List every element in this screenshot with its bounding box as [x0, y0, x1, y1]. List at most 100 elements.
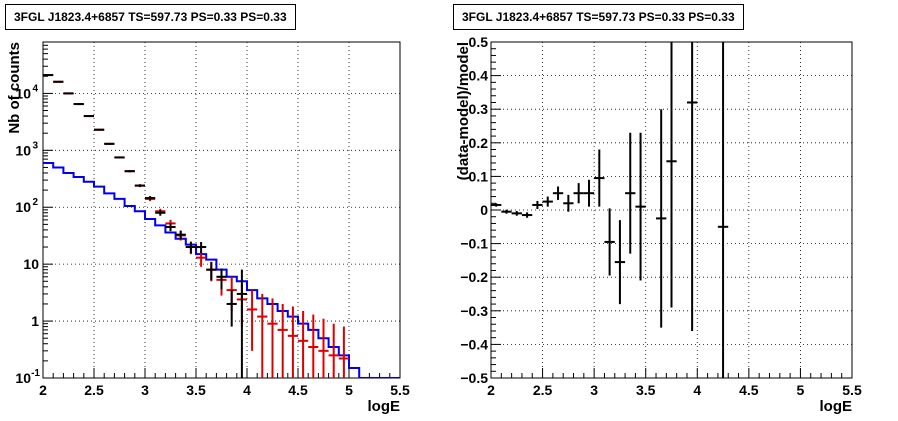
y-tick-label: −0.5	[460, 370, 488, 386]
model-point	[318, 318, 329, 378]
data-point	[83, 115, 94, 118]
data-point	[532, 200, 543, 209]
x-tick-label: 5	[797, 382, 805, 398]
data-point	[491, 203, 502, 207]
y-tick-label: 0.1	[469, 168, 489, 184]
data-point	[686, 42, 698, 331]
data-point	[573, 183, 584, 204]
x-tick-label: 2	[487, 382, 495, 398]
y-axis-title: Nb of counts	[6, 42, 23, 134]
plot-frame	[42, 41, 401, 379]
data-point	[185, 242, 196, 254]
data-point	[501, 209, 512, 214]
data-point	[583, 179, 595, 207]
data-point	[604, 208, 615, 276]
data-point	[145, 196, 156, 201]
y-tick-label: 10	[15, 85, 31, 101]
data-point	[226, 290, 237, 327]
model-point	[196, 251, 207, 267]
data-point	[717, 42, 729, 378]
x-tick-label: 4.5	[288, 382, 308, 398]
data-point	[614, 220, 626, 305]
x-tick-label: 3	[590, 382, 598, 398]
left-panel-title: 3FGL J1823.4+6857 TS=597.73 PS=0.33 PS=0…	[5, 4, 296, 30]
y-tick-label: −0.1	[460, 236, 488, 252]
y-tick-label: −0.4	[460, 336, 488, 352]
y-tick-label: 0.4	[469, 68, 489, 84]
data-point	[563, 194, 574, 212]
x-tick-label: 4	[693, 382, 701, 398]
x-tick-label: 3	[141, 382, 149, 398]
y-tick-label: 10	[15, 199, 31, 215]
data-point	[134, 184, 145, 187]
y-tick-exponent: 3	[32, 140, 38, 151]
x-tick-label: 5.5	[842, 382, 862, 398]
y-tick-label: 0	[480, 202, 488, 218]
model-point	[328, 323, 339, 378]
model-point	[338, 326, 349, 378]
y-tick-label: 0.2	[469, 135, 489, 151]
data-point	[542, 196, 553, 207]
x-tick-label: 2.5	[533, 382, 553, 398]
right-panel-title: 3FGL J1823.4+6857 TS=597.73 PS=0.33 PS=0…	[453, 4, 744, 30]
model-point	[298, 311, 309, 378]
y-tick-label: 1	[31, 313, 39, 329]
data-point	[114, 156, 125, 159]
data-point	[94, 128, 105, 131]
y-axis-title: (data-model)/model	[455, 42, 472, 180]
y-tick-exponent: 4	[32, 83, 38, 94]
data-point	[625, 132, 636, 254]
model-point	[257, 293, 268, 378]
data-point	[216, 268, 227, 290]
x-tick-label: 3.5	[636, 382, 656, 398]
data-point	[666, 42, 677, 308]
y-tick-label: 10	[15, 142, 31, 158]
x-axis-title: logE	[368, 398, 401, 415]
model-point	[267, 298, 278, 378]
data-point	[165, 223, 176, 232]
data-point	[236, 269, 247, 378]
data-point	[594, 149, 605, 207]
plot-area	[491, 42, 729, 378]
data-point	[196, 242, 207, 254]
data-point	[53, 80, 64, 83]
x-tick-label: 5	[345, 382, 353, 398]
y-tick-label: 10	[23, 256, 39, 272]
data-point	[155, 210, 166, 216]
y-tick-label: 0.5	[469, 34, 489, 50]
y-tick-label: −0.2	[460, 269, 488, 285]
data-point	[124, 170, 135, 173]
y-tick-label: 10	[15, 370, 31, 386]
chart-panel-1: 2 2.5 3 3.5 4 4.5 5 5.5 −0.5 −0.4 −0.3 −0.2 −0.1 0 0.1…	[455, 34, 862, 415]
x-tick-label: 2	[39, 382, 47, 398]
x-tick-label: 5.5	[390, 382, 410, 398]
x-tick-label: 3.5	[186, 382, 206, 398]
data-point	[656, 109, 667, 328]
data-point	[521, 212, 533, 218]
model-point	[287, 306, 298, 378]
x-tick-label: 4.5	[739, 382, 759, 398]
x-tick-label: 4	[243, 382, 251, 398]
plot-area	[43, 74, 400, 378]
y-tick-exponent: 2	[32, 197, 38, 208]
data-point	[552, 186, 564, 200]
model-point	[247, 290, 258, 351]
x-axis-title: logE	[820, 398, 853, 415]
data-point	[104, 142, 115, 145]
y-tick-label: 0.3	[469, 101, 489, 117]
x-tick-label: 2.5	[84, 382, 104, 398]
y-tick-label: −0.3	[460, 303, 488, 319]
data-point	[43, 74, 54, 77]
model-point	[277, 303, 288, 378]
y-tick-exponent: -1	[31, 368, 40, 379]
data-point	[63, 92, 74, 95]
data-point	[511, 211, 522, 216]
data-point	[635, 132, 646, 281]
data-point	[175, 230, 186, 240]
model-point	[308, 314, 319, 378]
data-point	[73, 103, 84, 106]
model-step-line	[43, 161, 400, 378]
data-point	[206, 262, 217, 281]
